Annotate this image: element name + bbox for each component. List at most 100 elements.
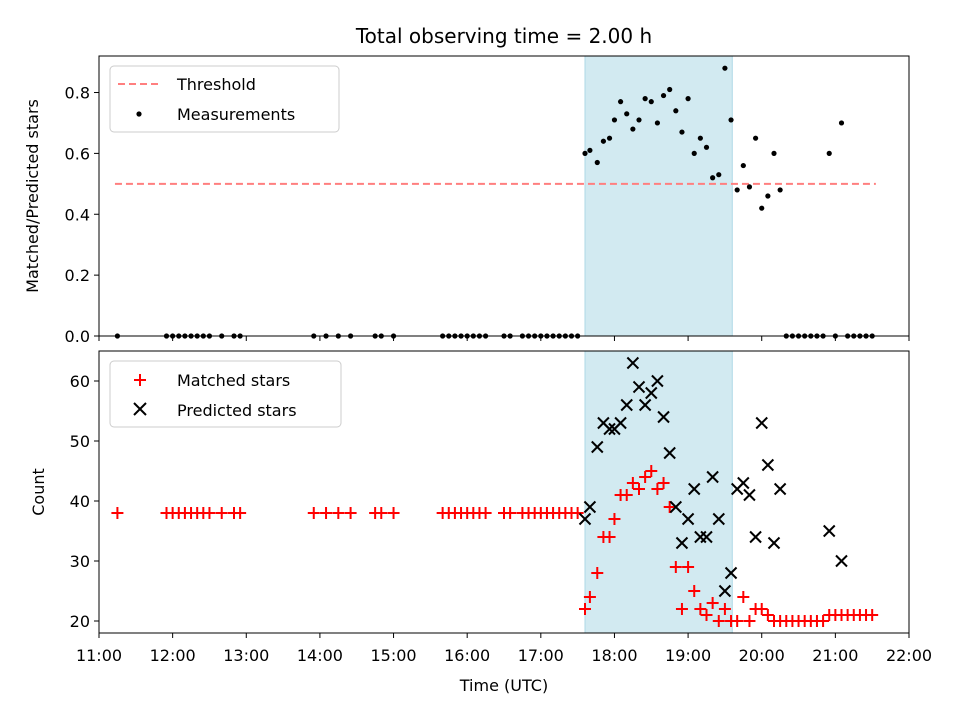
predicted-star-point xyxy=(614,416,627,430)
measurement-point xyxy=(710,175,716,181)
matched-star-point xyxy=(111,507,124,519)
matched-star-point xyxy=(603,531,616,543)
matched-star-point xyxy=(620,489,633,501)
measurement-point xyxy=(752,135,759,141)
matched-star-point xyxy=(579,603,591,615)
predicted-star-point xyxy=(835,554,848,568)
measurement-point xyxy=(679,129,685,135)
legend-threshold-label: Threshold xyxy=(176,75,256,94)
measurement-point xyxy=(667,86,673,93)
x-tick-label: 18:00 xyxy=(591,646,637,665)
predicted-star-point xyxy=(645,386,658,400)
observing-window-shade-top xyxy=(584,55,733,337)
matched-star-point xyxy=(651,483,664,495)
measurement-point xyxy=(630,126,636,132)
measurement-point xyxy=(636,117,642,123)
measurement-point xyxy=(703,144,710,150)
predicted-star-point xyxy=(700,530,713,544)
predicted-star-point xyxy=(632,380,646,394)
measurement-point xyxy=(624,111,630,117)
measurement-point xyxy=(734,187,740,193)
top-y-tick-label: 0.2 xyxy=(65,266,90,285)
matched-star-point xyxy=(344,507,357,519)
matched-star-point xyxy=(320,507,333,519)
predicted-star-point xyxy=(767,536,781,550)
x-tick-label: 21:00 xyxy=(812,646,858,665)
x-tick-label: 13:00 xyxy=(223,646,269,665)
top-panel: 0.0 0.2 0.4 0.6 0.8 Total observing time = 2… xyxy=(23,24,910,346)
measurement-point xyxy=(587,147,593,153)
legend-predicted-swatch xyxy=(133,402,147,416)
matched-star-point xyxy=(700,609,713,621)
matched-star-point xyxy=(718,603,731,615)
measurement-point xyxy=(617,99,624,105)
matched-star-point xyxy=(639,471,652,483)
x-tick-label: 22:00 xyxy=(886,646,932,665)
matched-star-point xyxy=(215,507,228,519)
measurement-point xyxy=(691,150,697,156)
matched-star-point xyxy=(657,477,670,489)
bottom-y-tick-label: 40 xyxy=(70,492,90,511)
measurement-point xyxy=(594,159,600,166)
predicted-star-point xyxy=(583,500,597,514)
matched-star-point xyxy=(387,507,400,519)
measurement-point xyxy=(746,184,753,190)
matched-star-point xyxy=(712,615,725,627)
predicted-star-point xyxy=(712,512,725,526)
legend-predicted-label: Predicted stars xyxy=(177,401,297,420)
matched-star-point xyxy=(669,561,682,573)
matched-star-point xyxy=(663,501,676,513)
x-tick-label: 15:00 xyxy=(370,646,416,665)
bottom-x-axis-ticks: 11:00 12:00 13:00 14:00 15:00 16:00 17:00 18:00… xyxy=(76,633,932,665)
predicted-star-point xyxy=(724,566,738,580)
measurement-point xyxy=(697,135,703,141)
top-y-tick-label: 0.4 xyxy=(65,205,90,224)
observing-window-shade-bottom xyxy=(584,350,733,634)
bottom-y-axis-ticks: 20 30 40 50 60 xyxy=(70,372,99,631)
matched-star-point xyxy=(743,615,756,627)
x-tick-label: 16:00 xyxy=(444,646,490,665)
predicted-star-point xyxy=(718,584,732,598)
top-plot-frame xyxy=(98,55,910,337)
top-legend: Threshold Measurements xyxy=(109,65,340,133)
predicted-star-point xyxy=(663,446,676,460)
legend-matched-label: Matched stars xyxy=(177,371,290,390)
matched-star-point xyxy=(645,465,658,477)
measurement-point xyxy=(826,150,832,156)
predicted-star-point xyxy=(669,500,683,514)
bottom-y-tick-label: 60 xyxy=(70,372,90,391)
matched-star-point xyxy=(608,513,621,525)
matched-star-point xyxy=(332,507,345,519)
matched-star-point xyxy=(682,561,695,573)
matched-star-point xyxy=(755,603,768,615)
bottom-panel: 20 30 40 50 60 11:00 12:00 13:00 14:00 15:00 16:0… xyxy=(29,350,932,695)
matched-star-point xyxy=(688,585,701,597)
predicted-stars-points xyxy=(578,356,848,598)
x-tick-label: 12:00 xyxy=(150,646,196,665)
legend-measurements-label: Measurements xyxy=(177,105,295,124)
predicted-star-point xyxy=(749,530,762,544)
x-tick-label: 11:00 xyxy=(76,646,122,665)
matched-star-point xyxy=(571,507,584,519)
measurement-point xyxy=(600,138,607,144)
x-tick-label: 20:00 xyxy=(739,646,785,665)
legend-measurements-swatch xyxy=(136,111,142,117)
predicted-star-point xyxy=(773,482,787,496)
matched-star-point xyxy=(731,615,744,627)
predicted-star-point xyxy=(675,536,689,550)
chart-title: Total observing time = 2.00 h xyxy=(355,24,652,48)
predicted-star-point xyxy=(755,416,768,430)
matched-star-point xyxy=(203,507,216,519)
predicted-star-point xyxy=(626,356,640,370)
top-legend-box xyxy=(109,65,340,133)
matched-star-point xyxy=(234,507,247,519)
measurement-point xyxy=(606,135,613,141)
x-tick-label: 14:00 xyxy=(297,646,343,665)
measurement-point xyxy=(740,162,746,169)
measurement-point xyxy=(660,92,667,99)
measurement-point xyxy=(648,99,654,105)
predicted-star-point xyxy=(688,482,701,496)
matched-star-point xyxy=(866,609,879,621)
matched-star-point xyxy=(817,615,830,627)
